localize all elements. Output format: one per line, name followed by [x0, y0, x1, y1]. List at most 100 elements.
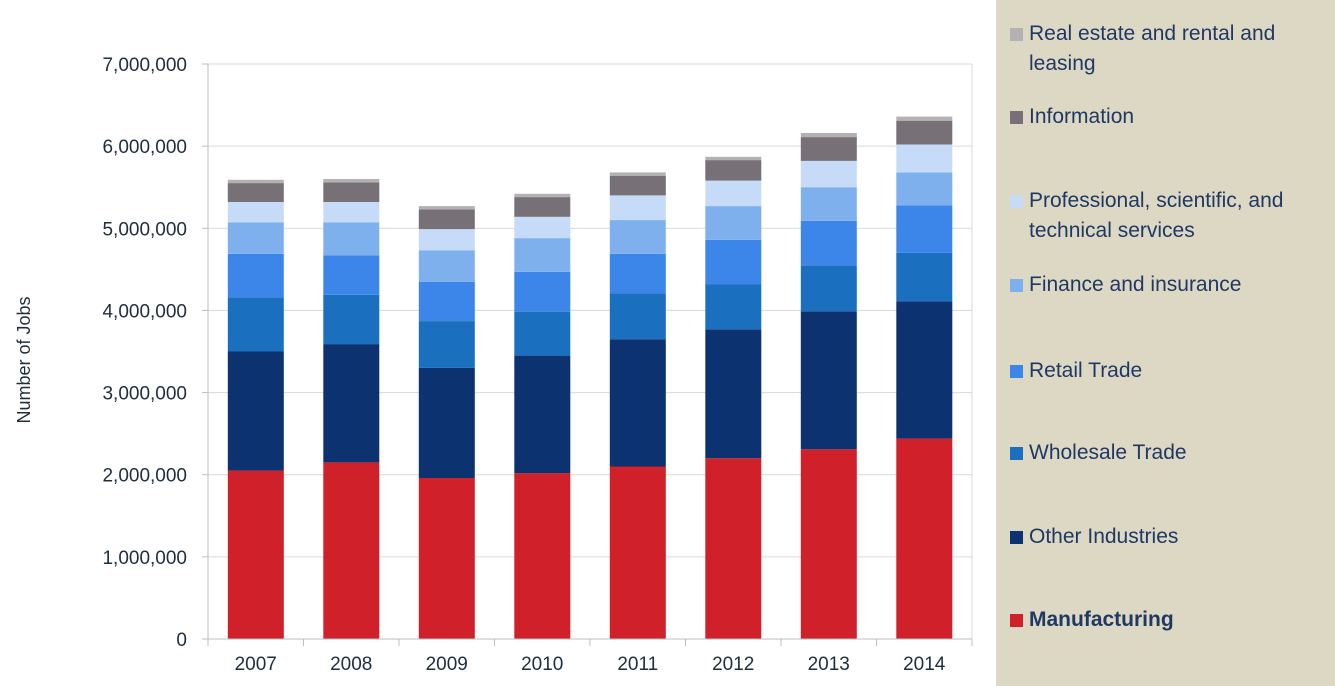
legend-entry: Retail Trade — [1010, 356, 1330, 386]
legend-entry: Finance and insurance — [1010, 270, 1330, 300]
bar-segment — [896, 120, 953, 145]
bar-segment — [609, 339, 666, 467]
bar-segment — [418, 321, 475, 368]
bar-segment — [609, 175, 666, 196]
stacked-bar-chart: 0 1,000,000 2,000,000 3,000,000 4,000,000 5,0… — [14, 55, 973, 675]
bar-segment — [514, 216, 571, 239]
legend-label: Professional, scientific, and technical … — [1029, 189, 1284, 242]
bar-segment — [418, 478, 475, 639]
legend-label: Wholesale Trade — [1029, 441, 1187, 464]
legend-label: Real estate and rental and leasing — [1029, 22, 1276, 75]
bar-segment — [705, 329, 762, 459]
legend-label: Information — [1029, 105, 1135, 128]
bar-segment — [227, 222, 284, 254]
bar-segment — [323, 222, 380, 256]
y-tick-label: 6,000,000 — [102, 137, 187, 158]
bar-segment — [705, 206, 762, 240]
legend-entry: Other Industries — [1010, 522, 1330, 552]
bar-segment — [800, 449, 857, 640]
y-tick-label: 7,000,000 — [102, 55, 187, 76]
x-tick-label: 2013 — [808, 654, 850, 675]
legend: Real estate and rental and leasing Inform… — [996, 0, 1335, 686]
bar-segment — [227, 183, 284, 202]
bar-segment — [705, 284, 762, 330]
y-tick-label: 3,000,000 — [102, 384, 187, 405]
bar-segment — [418, 229, 475, 251]
legend-label: Finance and insurance — [1029, 273, 1242, 296]
y-tick-label: 1,000,000 — [102, 548, 187, 569]
bar-segment — [514, 238, 571, 272]
bar-segment — [800, 311, 857, 450]
bar-segment — [609, 220, 666, 254]
y-tick-label: 0 — [176, 630, 187, 651]
legend-entry: Real estate and rental and leasing — [1010, 19, 1330, 79]
bar-segment — [609, 172, 666, 176]
bar-segment — [323, 294, 380, 345]
bar-segment — [800, 187, 857, 221]
bar-segment — [323, 255, 380, 295]
bar-segment — [227, 470, 284, 639]
x-tick-label: 2010 — [521, 654, 563, 675]
bar-segment — [227, 202, 284, 223]
legend-swatch — [1010, 279, 1023, 292]
legend-swatch — [1010, 365, 1023, 378]
bar-segment — [323, 344, 380, 463]
bar-segment — [705, 180, 762, 207]
tick-labels: 0 1,000,000 2,000,000 3,000,000 4,000,000 5,0… — [102, 55, 945, 675]
bar-segment — [609, 293, 666, 340]
legend-entry: Manufacturing — [1010, 605, 1330, 635]
x-tick-label: 2009 — [426, 654, 468, 675]
bar-segment — [609, 195, 666, 220]
bar-segment — [323, 202, 380, 223]
bar-segment — [227, 179, 284, 184]
bar-segment — [896, 438, 953, 639]
bar-segment — [323, 182, 380, 202]
bar-segment — [705, 160, 762, 181]
bar-segment — [705, 239, 762, 285]
bar-segment — [800, 265, 857, 312]
bar-segment — [418, 367, 475, 478]
bar-segment — [418, 281, 475, 322]
x-tick-label: 2007 — [235, 654, 277, 675]
legend-label: Other Industries — [1029, 525, 1179, 548]
bar-segment — [800, 133, 857, 138]
legend-swatch — [1010, 111, 1023, 124]
bar-segment — [609, 253, 666, 294]
bars — [227, 116, 953, 640]
y-tick-label: 5,000,000 — [102, 219, 187, 240]
legend-label: Manufacturing — [1029, 608, 1174, 631]
legend-swatch — [1010, 531, 1023, 544]
bar-segment — [896, 252, 953, 302]
x-tick-label: 2012 — [712, 654, 754, 675]
bar-segment — [896, 116, 953, 121]
legend-label: Retail Trade — [1029, 359, 1143, 382]
bar-segment — [800, 220, 857, 266]
legend-swatch — [1010, 28, 1023, 41]
bar-segment — [418, 206, 475, 210]
bar-segment — [609, 466, 666, 639]
gridlines — [208, 63, 973, 639]
bar-segment — [514, 193, 571, 198]
bar-segment — [800, 160, 857, 188]
bar-segment — [323, 462, 380, 639]
bar-segment — [227, 351, 284, 471]
legend-swatch — [1010, 195, 1023, 208]
y-tick-label: 2,000,000 — [102, 466, 187, 487]
legend-entry: Professional, scientific, and technical … — [1010, 186, 1330, 246]
legend-entry: Information — [1010, 102, 1330, 132]
legend-swatch — [1010, 614, 1023, 627]
bar-segment — [705, 156, 762, 161]
bar-segment — [418, 250, 475, 282]
y-axis-title: Number of Jobs — [14, 296, 34, 423]
bar-segment — [323, 179, 380, 183]
bar-segment — [514, 271, 571, 312]
bar-segment — [514, 355, 571, 474]
bar-segment — [514, 311, 571, 356]
legend-entry: Wholesale Trade — [1010, 438, 1330, 468]
bar-segment — [227, 253, 284, 298]
bar-segment — [514, 197, 571, 217]
bar-segment — [896, 172, 953, 206]
bar-segment — [514, 473, 571, 639]
bar-segment — [896, 301, 953, 439]
bar-segment — [705, 458, 762, 639]
